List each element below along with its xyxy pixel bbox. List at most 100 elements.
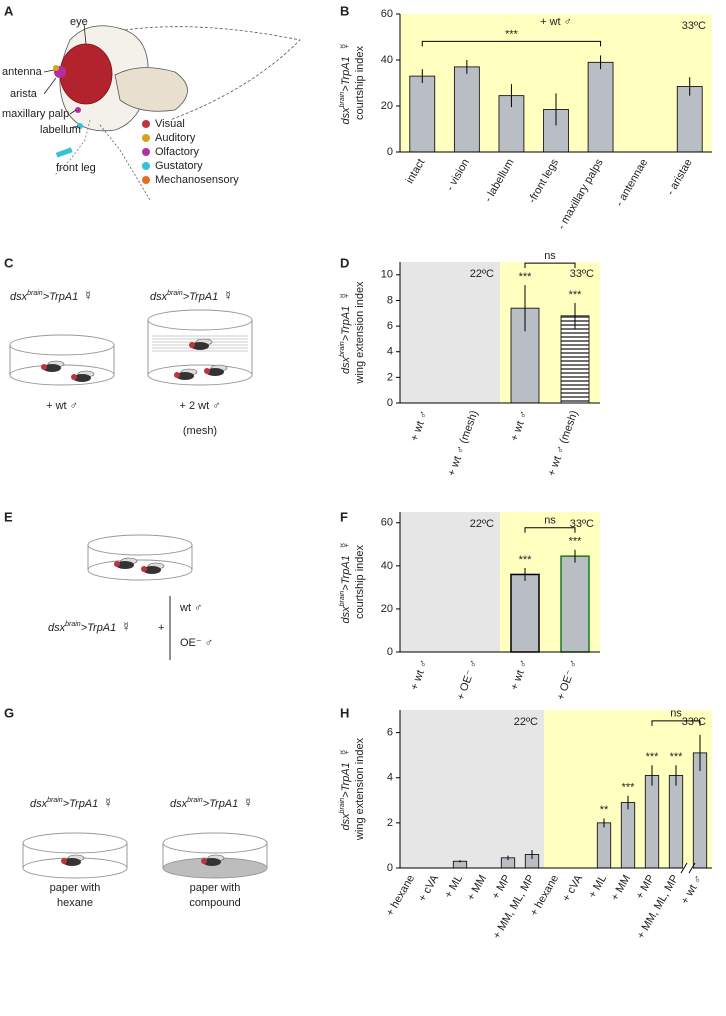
arena-wall bbox=[87, 545, 193, 570]
arena-wall bbox=[162, 843, 268, 868]
fly-eye bbox=[201, 858, 207, 864]
arena bbox=[87, 534, 193, 581]
bracket-label: ns bbox=[544, 250, 556, 262]
y-tick-label: 0 bbox=[387, 862, 393, 874]
x-tick-label: + wt ♂ bbox=[408, 658, 430, 692]
temperature-label: 33ºC bbox=[682, 716, 706, 728]
genotype: dsxbrain>TrpA1 ☿ bbox=[10, 288, 93, 303]
panel-letter: D bbox=[340, 255, 349, 270]
fly-eye bbox=[114, 561, 120, 567]
genotype-sex: ☿ bbox=[337, 540, 352, 550]
arena-top bbox=[22, 832, 128, 854]
genotype: dsxbrain>TrpA1 ☿ bbox=[337, 540, 352, 623]
bracket-label: ns bbox=[670, 708, 682, 720]
genotype: dsxbrain>TrpA1 ☿ bbox=[48, 619, 131, 634]
anatomy-label: arista bbox=[10, 88, 38, 100]
arena-top bbox=[87, 534, 193, 556]
legend-label: Auditory bbox=[155, 132, 196, 144]
condition-label: (mesh) bbox=[183, 425, 217, 437]
temperature-label: 33ºC bbox=[682, 20, 706, 32]
panel-letter: H bbox=[340, 705, 349, 720]
arena-top bbox=[147, 309, 253, 331]
legend-label: Mechanosensory bbox=[155, 174, 239, 186]
panel-letter: F bbox=[340, 509, 348, 524]
significance: *** bbox=[622, 782, 636, 794]
legend-label: Visual bbox=[155, 118, 185, 130]
y-tick-label: 2 bbox=[387, 371, 393, 383]
x-tick-label: - vision bbox=[444, 157, 472, 193]
arena-wall bbox=[147, 320, 253, 375]
genotype: dsxbrain>TrpA1 ☿ bbox=[337, 291, 352, 374]
x-tick-label: + wt ♂ bbox=[508, 409, 530, 443]
genotype-sup: brain bbox=[47, 797, 63, 804]
axis-break bbox=[680, 862, 696, 874]
genotype-name: dsx bbox=[48, 622, 66, 634]
x-tick-label: + OE⁻ ♂ bbox=[555, 658, 581, 702]
x-tick-label: - aristae bbox=[665, 157, 695, 197]
arena-top bbox=[9, 334, 115, 356]
y-tick-label: 0 bbox=[387, 397, 393, 409]
fly-body bbox=[116, 561, 134, 569]
legend-label: Gustatory bbox=[155, 160, 203, 172]
y-tick-label: 60 bbox=[381, 517, 393, 529]
y-tick-label: 40 bbox=[381, 54, 393, 66]
fly-body bbox=[143, 566, 161, 574]
fly-eye bbox=[61, 858, 67, 864]
bar bbox=[668, 775, 684, 869]
genotype-name: dsx bbox=[30, 798, 48, 810]
x-tick-label: + wt ♂ bbox=[679, 873, 705, 907]
anatomy-label: maxillary palp bbox=[2, 108, 69, 120]
y-axis-label: dsxbrain>TrpA1 ☿ wing extension index bbox=[337, 737, 365, 841]
bar bbox=[409, 75, 436, 153]
y-axis-label: dsxbrain>TrpA1 ☿ courtship index bbox=[337, 540, 365, 623]
significance: *** bbox=[519, 271, 533, 283]
genotype-rest: >TrpA1 bbox=[203, 798, 239, 810]
y-axis-label: dsxbrain>TrpA1 ☿ courtship index bbox=[337, 41, 365, 124]
fly-body bbox=[191, 342, 209, 350]
y-axis-title: courtship index bbox=[354, 46, 366, 120]
temperature-label: 22ºC bbox=[514, 716, 538, 728]
genotype-name: dsx bbox=[340, 356, 352, 374]
x-tick-label: + wt ♂ bbox=[508, 658, 530, 692]
x-tick-label: + ML bbox=[442, 873, 465, 900]
fly bbox=[204, 364, 228, 376]
genotype-name: dsx bbox=[10, 291, 28, 303]
bracket-label: *** bbox=[505, 28, 519, 40]
panel-letter: E bbox=[4, 509, 13, 524]
y-axis-label: dsxbrain>TrpA1 ☿ wing extension index bbox=[337, 281, 365, 385]
genotype: dsxbrain>TrpA1 ☿ bbox=[170, 795, 253, 810]
genotype-rest: >TrpA1 bbox=[183, 291, 219, 303]
genotype: dsxbrain>TrpA1 ☿ bbox=[337, 747, 352, 830]
legend-swatch bbox=[142, 148, 150, 156]
temperature-region bbox=[400, 262, 500, 403]
legend-swatch bbox=[142, 162, 150, 170]
paper-label: hexane bbox=[57, 897, 93, 909]
genotype: dsxbrain>TrpA1 ☿ bbox=[337, 41, 352, 124]
y-tick-label: 6 bbox=[387, 726, 393, 738]
x-tick-label: + MP bbox=[490, 873, 513, 902]
paper-label: paper with bbox=[190, 882, 241, 894]
fly-eye bbox=[141, 566, 147, 572]
y-tick-label: 40 bbox=[381, 560, 393, 572]
bracket bbox=[524, 262, 576, 269]
arena bbox=[9, 334, 115, 386]
fly bbox=[201, 854, 225, 866]
arena-floor bbox=[87, 559, 193, 581]
x-tick-label: - labellum bbox=[482, 157, 516, 204]
temperature-region bbox=[400, 710, 544, 868]
y-tick-label: 2 bbox=[387, 817, 393, 829]
temperature-label: 33ºC bbox=[570, 268, 594, 280]
genotype: dsxbrain>TrpA1 ☿ bbox=[150, 288, 233, 303]
arena-floor bbox=[9, 364, 115, 386]
male-type: wt ♂ bbox=[179, 602, 202, 614]
chart-note: + wt ♂ bbox=[540, 16, 572, 28]
plus: + bbox=[158, 622, 164, 634]
fly bbox=[189, 338, 213, 350]
genotype: dsxbrain>TrpA1 ☿ bbox=[30, 795, 113, 810]
genotype-name: dsx bbox=[340, 813, 352, 831]
genotype-sex: ☿ bbox=[83, 288, 93, 303]
genotype-sup: brain bbox=[167, 290, 183, 297]
genotype-name: dsx bbox=[150, 291, 168, 303]
condition-label: + wt ♂ bbox=[46, 400, 78, 412]
genotype-sup: brain bbox=[27, 290, 43, 297]
